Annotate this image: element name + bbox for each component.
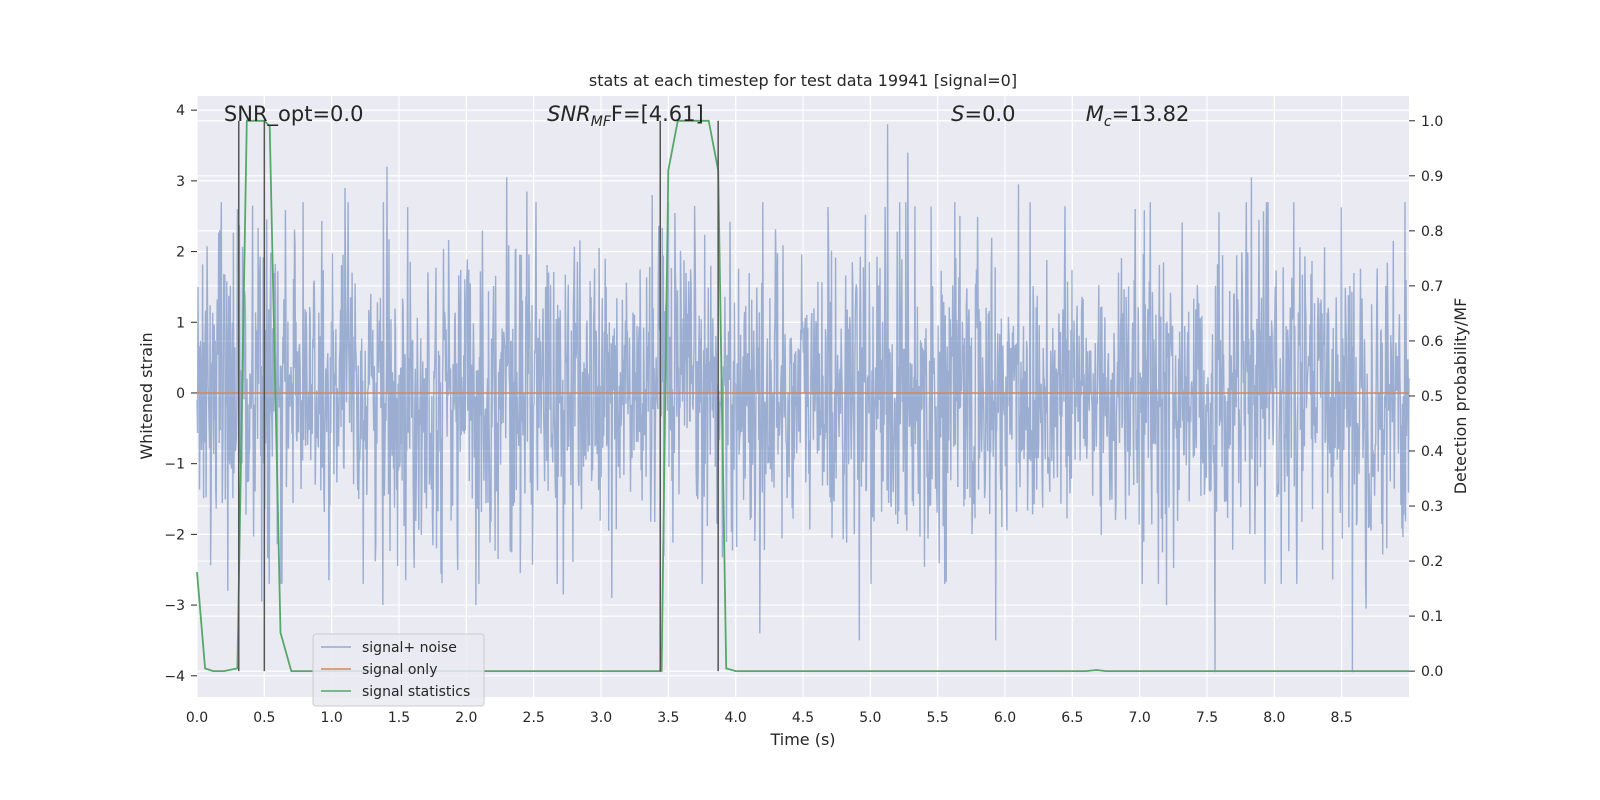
y-axis-ticks: 4 3 2 1 0 −1 −2 −3 −4 xyxy=(164,103,197,685)
y-tick-label: −4 xyxy=(164,669,185,685)
x-tick-label: 8.0 xyxy=(1263,710,1285,726)
x-tick-label: 5.0 xyxy=(859,710,881,726)
series-lines xyxy=(196,119,1409,672)
y-tick-label: 3 xyxy=(176,174,185,190)
x-tick-label: 0.5 xyxy=(253,710,275,726)
y-tick-label: −1 xyxy=(164,457,185,473)
legend: signal+ noise signal only signal statist… xyxy=(312,633,485,707)
x-tick-label: 5.5 xyxy=(927,710,949,726)
x-tick-label: 7.0 xyxy=(1129,710,1151,726)
x-tick-label: 1.0 xyxy=(321,710,343,726)
x-tick-label: 6.5 xyxy=(1061,710,1083,726)
y-tick-label: 1 xyxy=(176,315,185,331)
x-axis-ticks: 0.0 0.5 1.0 1.5 2.0 2.5 3.0 3.5 4.0 4.5 5.0 5.5 6.0 6… xyxy=(186,710,1353,726)
y2-tick-label: 0.0 xyxy=(1421,664,1443,680)
y-tick-label: −3 xyxy=(164,598,185,614)
y-axis-label: Whitened strain xyxy=(137,332,156,459)
vertical-markers xyxy=(237,120,719,672)
y2-tick-label: 0.5 xyxy=(1421,389,1443,405)
y2-tick-label: 0.2 xyxy=(1421,554,1443,570)
y-tick-label: 0 xyxy=(176,386,185,402)
x-tick-label: 2.5 xyxy=(523,710,545,726)
series-signal-noise xyxy=(196,124,1410,673)
annotation-mc-val: Mc=13.82 xyxy=(1086,102,1190,130)
x-tick-label: 3.5 xyxy=(657,710,679,726)
x-tick-label: 4.0 xyxy=(725,710,747,726)
y-tick-label: 2 xyxy=(176,245,185,261)
y2-tick-label: 0.9 xyxy=(1421,169,1443,185)
y2-axis-ticks: 1.0 0.9 0.8 0.7 0.6 0.5 0.4 0.3 0.2 0.1 0.0 xyxy=(1409,114,1443,680)
y-tick-label: −2 xyxy=(164,527,185,543)
y2-axis-label: Detection probability/MF xyxy=(1451,298,1470,495)
annotation-snr-mf: SNRMFF=[4.61] xyxy=(547,102,704,130)
x-tick-label: 7.5 xyxy=(1196,710,1218,726)
legend-label-signal-noise: signal+ noise xyxy=(362,640,457,656)
annotations: SNR_opt=0.0 SNRMFF=[4.61] S=0.0 Mc=13.82 xyxy=(224,102,1189,130)
x-tick-label: 1.5 xyxy=(388,710,410,726)
line-signal-noise xyxy=(196,124,1410,673)
y2-tick-label: 0.3 xyxy=(1421,499,1443,515)
x-tick-label: 3.0 xyxy=(590,710,612,726)
x-tick-label: 2.0 xyxy=(455,710,477,726)
y2-tick-label: 0.7 xyxy=(1421,279,1443,295)
x-tick-label: 4.5 xyxy=(792,710,814,726)
x-tick-label: 0.0 xyxy=(186,710,208,726)
x-axis-label: Time (s) xyxy=(769,730,835,749)
line-signal-statistics xyxy=(196,119,1409,672)
legend-label-signal-only: signal only xyxy=(362,662,437,678)
y2-tick-label: 0.1 xyxy=(1421,609,1443,625)
x-tick-label: 6.0 xyxy=(994,710,1016,726)
y2-tick-label: 0.6 xyxy=(1421,334,1443,350)
y2-tick-label: 0.4 xyxy=(1421,444,1443,460)
y-tick-label: 4 xyxy=(176,103,185,119)
y2-tick-label: 1.0 xyxy=(1421,114,1443,130)
legend-box xyxy=(312,633,485,707)
legend-label-signal-statistics: signal statistics xyxy=(362,684,470,700)
x-tick-label: 8.5 xyxy=(1331,710,1353,726)
annotation-snr-opt: SNR_opt=0.0 xyxy=(224,102,364,127)
annotation-s-val: S=0.0 xyxy=(951,102,1015,126)
chart-title: stats at each timestep for test data 199… xyxy=(589,71,1017,90)
y2-tick-label: 0.8 xyxy=(1421,224,1443,240)
